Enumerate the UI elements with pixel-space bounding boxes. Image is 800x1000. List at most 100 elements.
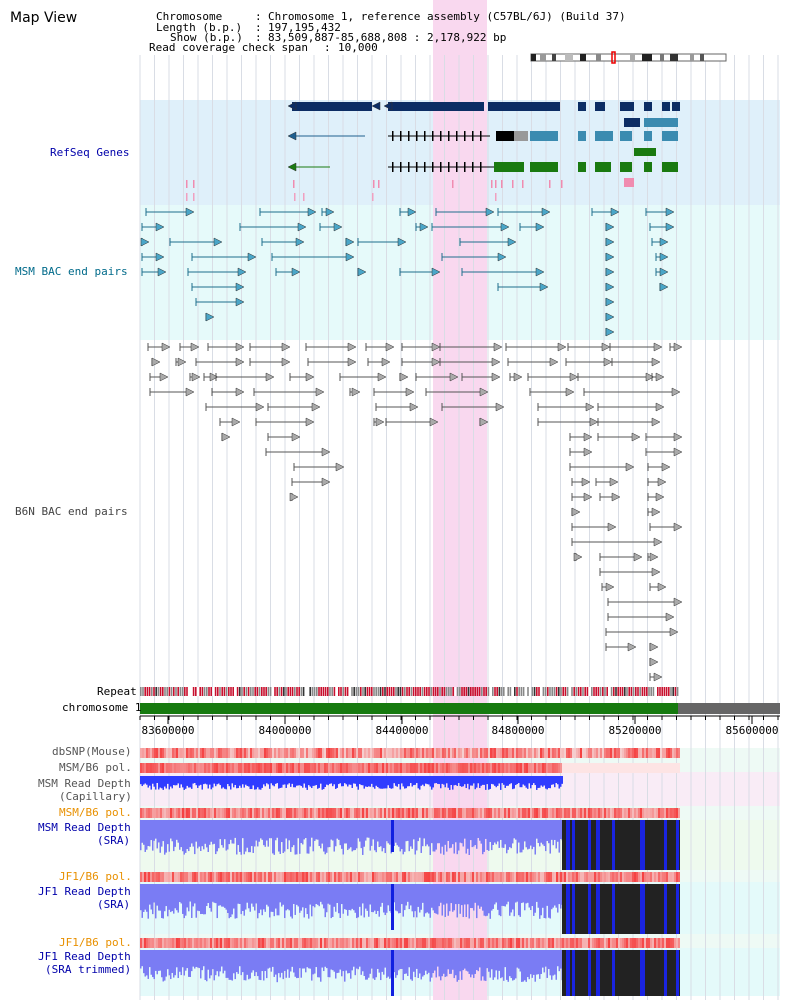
track-label-refseq[interactable]: RefSeq Genes: [50, 146, 130, 159]
depth-bar: [407, 884, 409, 902]
depth-bar: [173, 820, 175, 852]
track-label-jf1-b6-pol-2[interactable]: JF1/B6 pol.: [59, 936, 132, 949]
gene-exon: [408, 131, 410, 141]
track-label-b6n-bac[interactable]: B6N BAC end pairs: [15, 505, 128, 518]
track-label-msm-b6-pol[interactable]: MSM/B6 pol.: [59, 761, 132, 774]
track-label-msm-b6-pol-2[interactable]: MSM/B6 pol.: [59, 806, 132, 819]
depth-bar: [246, 950, 248, 975]
depth-bar: [444, 820, 446, 845]
depth-bar-dark: [588, 884, 591, 934]
heat-cell: [192, 938, 194, 948]
depth-bar: [143, 820, 145, 845]
heat-cell: [388, 938, 390, 948]
depth-bar: [446, 820, 448, 852]
heat-cell: [492, 748, 494, 758]
depth-bar: [144, 776, 146, 784]
heat-cell: [344, 748, 346, 758]
heat-cell: [180, 763, 182, 773]
depth-bar: [158, 884, 160, 911]
track-label-jf1-depth-sra-1[interactable]: JF1 Read Depth: [38, 885, 131, 898]
depth-bar: [309, 884, 311, 905]
depth-bar: [258, 776, 260, 790]
bac-end-arrow: [345, 252, 355, 262]
depth-bar: [323, 776, 325, 790]
heat-cell: [552, 763, 554, 773]
repeat-mark: [419, 687, 421, 696]
depth-bar: [143, 950, 145, 974]
heat-cell: [668, 748, 670, 758]
repeat-mark: [503, 687, 505, 696]
bac-end-arrow: [351, 387, 361, 397]
heat-cell: [580, 938, 582, 948]
depth-bar: [402, 950, 404, 981]
depth-bar: [210, 776, 212, 790]
heat-cell: [322, 748, 324, 758]
heat-cell: [526, 808, 528, 818]
depth-bar: [308, 820, 310, 854]
depth-bar: [186, 950, 188, 969]
depth-bar: [434, 820, 436, 852]
heat-cell: [334, 938, 336, 948]
depth-bar: [288, 776, 290, 784]
heat-cell: [372, 938, 374, 948]
depth-bar: [384, 820, 386, 854]
depth-bar: [300, 950, 302, 978]
track-label-jf1-depth-trim-1[interactable]: JF1 Read Depth: [38, 950, 131, 963]
heat-cell: [578, 872, 580, 882]
bac-end-arrow: [571, 507, 581, 517]
depth-bar: [158, 820, 160, 843]
depth-bar: [536, 950, 538, 975]
heat-cell: [580, 748, 582, 758]
depth-bar: [437, 950, 439, 967]
depth-bar: [150, 820, 152, 841]
heat-cell: [260, 763, 262, 773]
heat-cell: [564, 808, 566, 818]
repeat-mark: [630, 687, 633, 696]
heat-cell: [212, 808, 214, 818]
depth-bar: [386, 884, 388, 913]
depth-bar: [459, 820, 461, 843]
heat-cell: [486, 763, 488, 773]
heat-cell: [424, 938, 426, 948]
depth-bar: [353, 776, 355, 784]
track-label-msm-bac[interactable]: MSM BAC end pairs: [15, 265, 128, 278]
heat-cell: [678, 748, 680, 758]
depth-bar: [492, 884, 494, 909]
track-label-jf1-b6-pol[interactable]: JF1/B6 pol.: [59, 870, 132, 883]
depth-bar: [173, 776, 175, 786]
track-label-repeat[interactable]: Repeat: [97, 685, 137, 698]
heat-cell: [402, 938, 404, 948]
heat-cell: [352, 808, 354, 818]
track-label-dbsnp[interactable]: dbSNP(Mouse): [52, 745, 132, 758]
depth-bar: [299, 884, 301, 913]
depth-bar: [432, 776, 434, 788]
track-label-msm-depth-cap-1[interactable]: MSM Read Depth: [38, 777, 131, 790]
heat-cell: [162, 808, 164, 818]
heat-cell: [662, 808, 664, 818]
track-label-chromosome[interactable]: chromosome 1: [62, 701, 142, 714]
heat-cell: [502, 748, 504, 758]
depth-bar: [306, 776, 308, 790]
heat-cell: [188, 763, 190, 773]
repeat-mark: [335, 687, 338, 696]
heat-cell: [210, 872, 212, 882]
depth-bar: [474, 820, 476, 846]
heat-cell: [298, 763, 300, 773]
depth-bar: [296, 820, 298, 855]
depth-bar: [215, 820, 217, 855]
repeat-mark: [159, 687, 162, 696]
heat-cell: [678, 872, 680, 882]
track-label-msm-depth-sra-1[interactable]: MSM Read Depth: [38, 821, 131, 834]
repeat-mark: [316, 687, 318, 696]
heat-cell: [676, 872, 678, 882]
gene-pink-mark: [186, 193, 188, 201]
depth-bar: [351, 776, 353, 788]
heat-cell: [616, 748, 618, 758]
depth-bar: [270, 820, 272, 839]
depth-bar: [522, 950, 524, 982]
depth-bar: [449, 776, 451, 790]
repeat-mark: [538, 687, 540, 696]
depth-bar: [224, 884, 226, 908]
repeat-mark: [360, 687, 362, 696]
heat-cell: [638, 938, 640, 948]
